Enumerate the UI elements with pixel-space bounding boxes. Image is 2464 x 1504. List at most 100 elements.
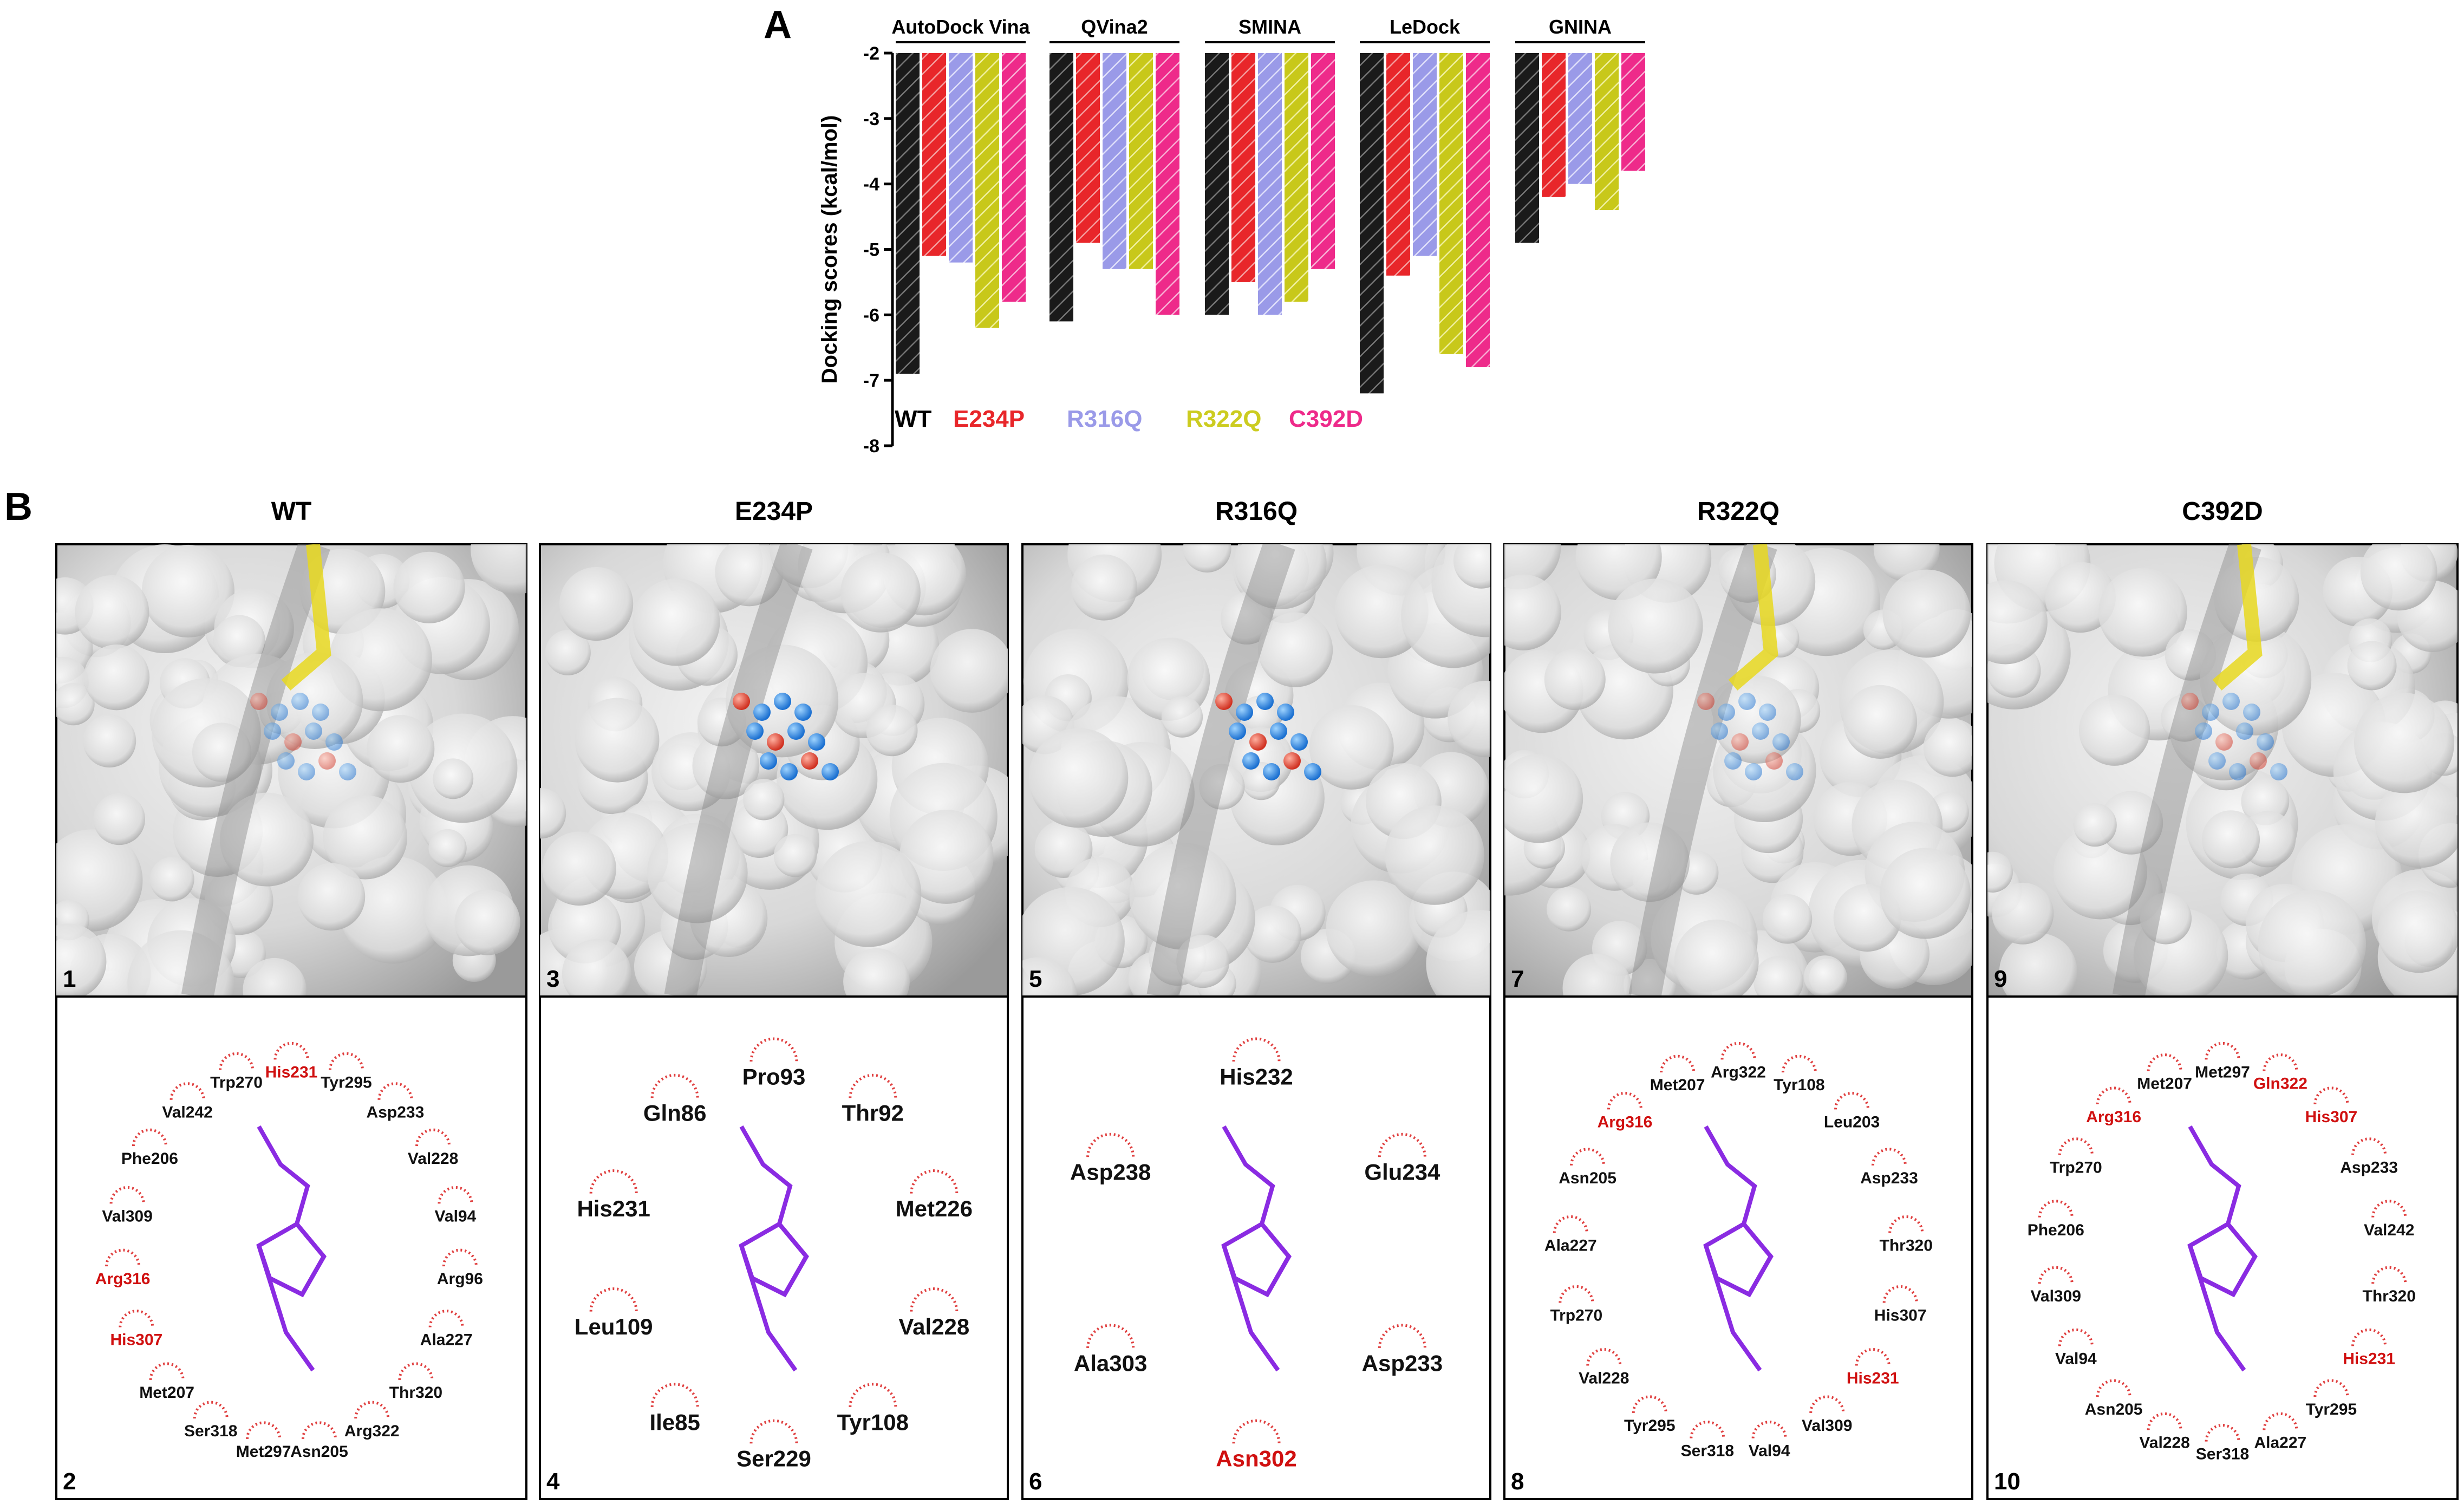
hydrophobic-contact xyxy=(442,1248,478,1267)
ligand-2d: Pro93 Thr92 Met226 Val228 Tyr108 Ser229 Ile85 L… xyxy=(575,1037,973,1472)
residue-label: His231 xyxy=(577,1196,650,1221)
residue-label: Val242 xyxy=(162,1104,212,1122)
hydrophobic-contact xyxy=(398,1362,434,1380)
hydrophobic-contact xyxy=(1690,1421,1725,1438)
hydrophobic-contact xyxy=(749,1037,798,1062)
legend-entry: C392D xyxy=(1289,406,1363,432)
residue-label: Asn205 xyxy=(1559,1169,1616,1187)
structure-header: WT xyxy=(271,497,312,526)
hydrophobic-contact xyxy=(2205,1424,2240,1442)
bar xyxy=(1050,53,1073,322)
hydrophobic-contact xyxy=(428,1310,464,1327)
structure-header: R316Q xyxy=(1215,497,1298,526)
residue-label: Val242 xyxy=(2364,1221,2414,1239)
y-axis-label: Docking scores (kcal/mol) xyxy=(818,115,842,384)
bar xyxy=(975,53,999,328)
ligand-2d: Arg322 Tyr108 Leu203 Asp233 Thr320 His307 His2… xyxy=(1544,1041,1933,1460)
panel-number: 5 xyxy=(1029,966,1042,992)
residue-label: Arg316 xyxy=(2086,1108,2141,1126)
hydrophobic-contact xyxy=(2058,1137,2094,1155)
hydrophobic-contact xyxy=(377,1082,413,1100)
residue-label: Tyr108 xyxy=(837,1409,909,1435)
residue-label: Val309 xyxy=(1802,1417,1852,1435)
hydrophobic-contact xyxy=(2038,1266,2074,1284)
hydrophobic-contact xyxy=(2313,1379,2349,1397)
hydrophobic-contact xyxy=(273,1041,309,1060)
hydrophobic-contact xyxy=(119,1310,154,1327)
residue-label: Pro93 xyxy=(742,1064,806,1089)
hydrophobic-contact xyxy=(193,1401,229,1419)
bar xyxy=(1621,53,1645,171)
hydrophobic-contact xyxy=(2313,1086,2349,1104)
residue-label: Phe206 xyxy=(2028,1221,2084,1239)
hydrophobic-contact xyxy=(910,1169,959,1194)
interaction-diagram xyxy=(55,995,527,1500)
bar xyxy=(1076,53,1100,243)
residue-label: Trp270 xyxy=(1550,1307,1602,1325)
y-tick-label: -4 xyxy=(863,174,879,195)
residue-label: Met226 xyxy=(896,1196,973,1221)
residue-label: Ile85 xyxy=(649,1409,700,1435)
panel-number: 6 xyxy=(1029,1468,1042,1495)
structure-header: E234P xyxy=(735,497,813,526)
bar xyxy=(1103,53,1126,269)
interaction-diagram xyxy=(1021,995,1491,1500)
hydrophobic-contact xyxy=(589,1287,638,1312)
structure-panels: WT1His231Tyr295Asp233Val228Val94Arg96Ala… xyxy=(55,497,2459,1500)
hydrophobic-contact xyxy=(2205,1041,2240,1060)
hydrophobic-contact xyxy=(132,1128,167,1147)
residue-label: Ala303 xyxy=(1074,1350,1147,1376)
legend-entry: R316Q xyxy=(1067,406,1142,432)
residue-label: Val94 xyxy=(435,1207,477,1225)
group-label: QVina2 xyxy=(1081,16,1148,38)
panel-number: 10 xyxy=(1994,1468,2020,1495)
residue-label: Val228 xyxy=(2139,1434,2189,1451)
bar xyxy=(1156,53,1179,315)
residue-label: Asp233 xyxy=(2340,1159,2398,1177)
residue-label: Thr320 xyxy=(389,1384,442,1402)
y-tick-label: -3 xyxy=(863,109,879,129)
residue-label: Arg322 xyxy=(344,1422,400,1440)
surface-texture xyxy=(1987,544,2458,997)
residue-label: Ser318 xyxy=(184,1422,237,1440)
y-tick-label: -2 xyxy=(863,43,879,64)
residue-label: Val94 xyxy=(1749,1442,1790,1460)
residue-label: Phe206 xyxy=(121,1150,178,1168)
residue-label: His231 xyxy=(265,1063,318,1081)
residue-label: Asn205 xyxy=(290,1443,348,1461)
panel-number: 3 xyxy=(546,966,559,992)
group-label: AutoDock Vina xyxy=(891,16,1030,38)
bar xyxy=(1205,53,1229,315)
bar xyxy=(949,53,973,263)
surface-texture xyxy=(1504,544,1972,997)
hydrophobic-contact xyxy=(1882,1285,1918,1303)
surface-texture xyxy=(1022,544,1490,997)
panel-a-label: A xyxy=(764,3,792,47)
ligand-model xyxy=(2181,544,2287,780)
hydrophobic-contact xyxy=(2371,1266,2407,1284)
hydrophobic-contact xyxy=(246,1421,282,1439)
residue-label: Asp238 xyxy=(1070,1160,1151,1185)
hydrophobic-contact xyxy=(2351,1328,2387,1346)
residue-label: Tyr295 xyxy=(321,1073,372,1091)
hydrophobic-contact xyxy=(749,1419,798,1444)
interaction-diagram xyxy=(539,995,1009,1500)
residue-label: Leu109 xyxy=(575,1314,653,1339)
bar xyxy=(1285,53,1308,302)
hydrophobic-contact xyxy=(650,1383,699,1407)
hydrophobic-contact xyxy=(1086,1132,1135,1157)
bar xyxy=(922,53,946,256)
residue-label: Asn302 xyxy=(1216,1446,1296,1472)
ligand-model xyxy=(1697,544,1803,780)
ligand-model xyxy=(250,544,356,780)
hydrophobic-contact xyxy=(2096,1379,2131,1397)
panel-number: 7 xyxy=(1511,966,1524,992)
group-label: SMINA xyxy=(1238,16,1301,38)
hydrophobic-contact xyxy=(1720,1041,1756,1060)
hydrophobic-contact xyxy=(1553,1215,1588,1233)
hydrophobic-contact xyxy=(589,1169,638,1194)
residue-label: Tyr295 xyxy=(2306,1401,2357,1418)
hydrophobic-contact xyxy=(2263,1412,2298,1430)
residue-label: His232 xyxy=(1220,1064,1293,1089)
